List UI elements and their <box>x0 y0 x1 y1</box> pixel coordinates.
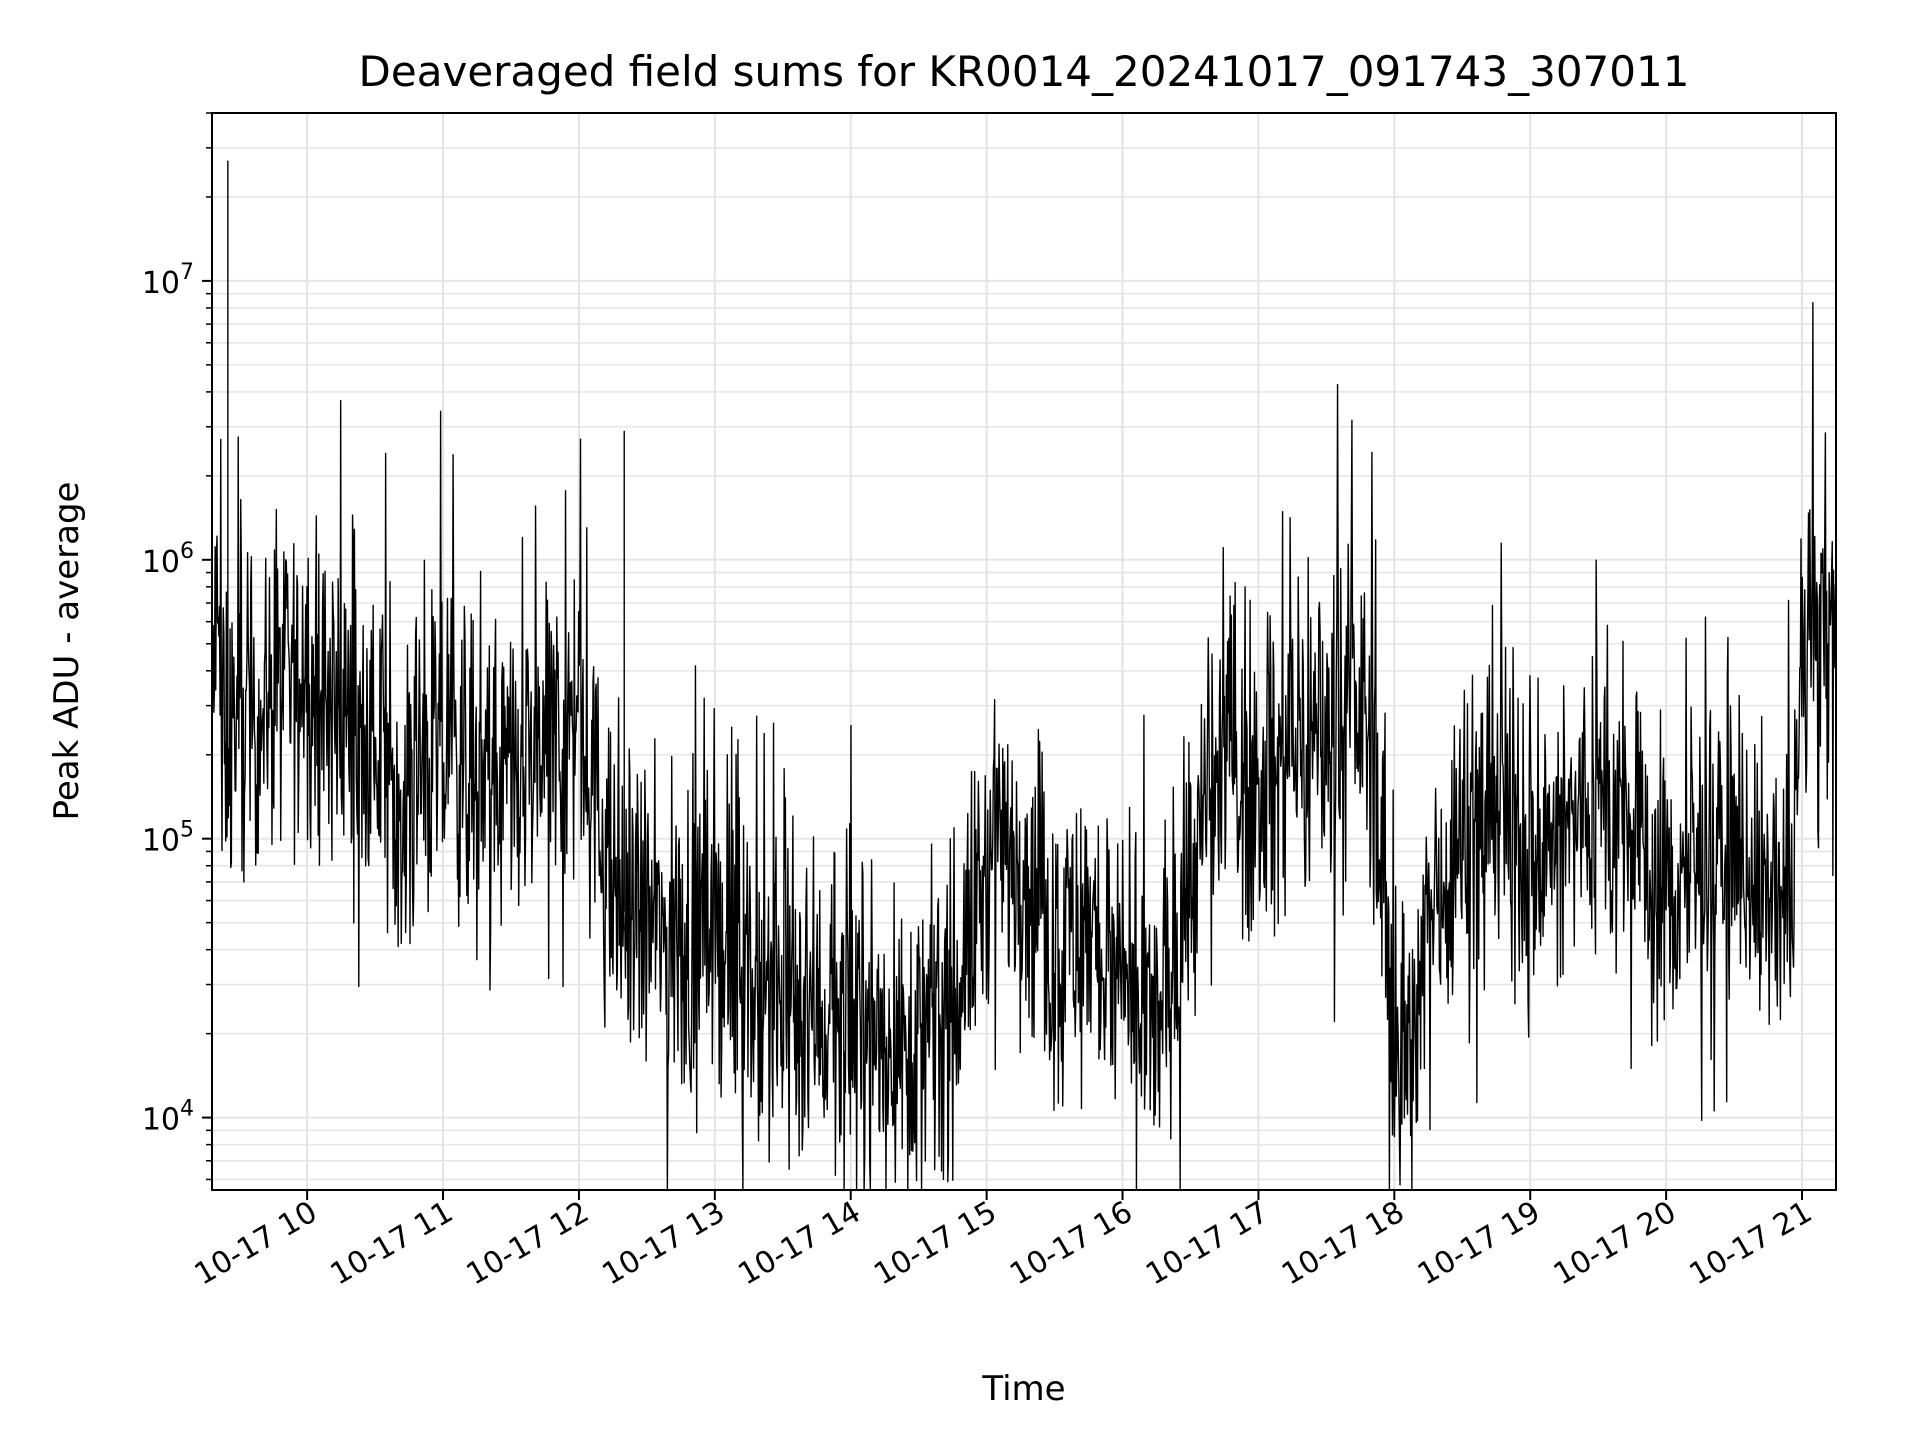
grid-lines <box>212 112 1836 1190</box>
chart-title: Deaveraged field sums for KR0014_2024101… <box>359 47 1690 96</box>
x-axis-label: Time <box>981 1369 1065 1409</box>
y-tick-label: 104 <box>142 1097 194 1138</box>
y-tick-label: 107 <box>142 260 194 301</box>
y-axis-label: Peak ADU - average <box>47 482 87 821</box>
y-tick-label: 105 <box>142 818 194 859</box>
data-series-line <box>212 160 1836 1190</box>
plot-frame <box>211 112 1837 1191</box>
y-tick-label: 106 <box>142 539 194 580</box>
y-axis-ticks: 104 105 106 107 <box>142 112 212 1181</box>
plot-area <box>212 160 1836 1190</box>
